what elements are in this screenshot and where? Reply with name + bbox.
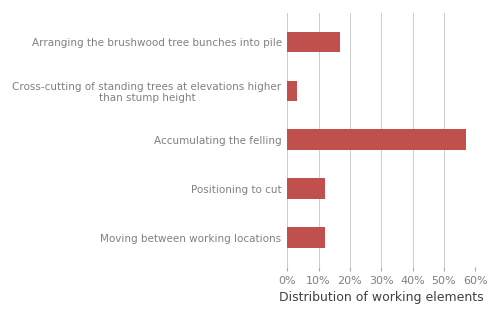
Bar: [287, 81, 296, 101]
X-axis label: Distribution of working elements: Distribution of working elements: [279, 292, 484, 305]
Bar: [287, 178, 325, 199]
Bar: [287, 32, 341, 52]
Bar: [287, 129, 466, 150]
Bar: [287, 227, 325, 248]
